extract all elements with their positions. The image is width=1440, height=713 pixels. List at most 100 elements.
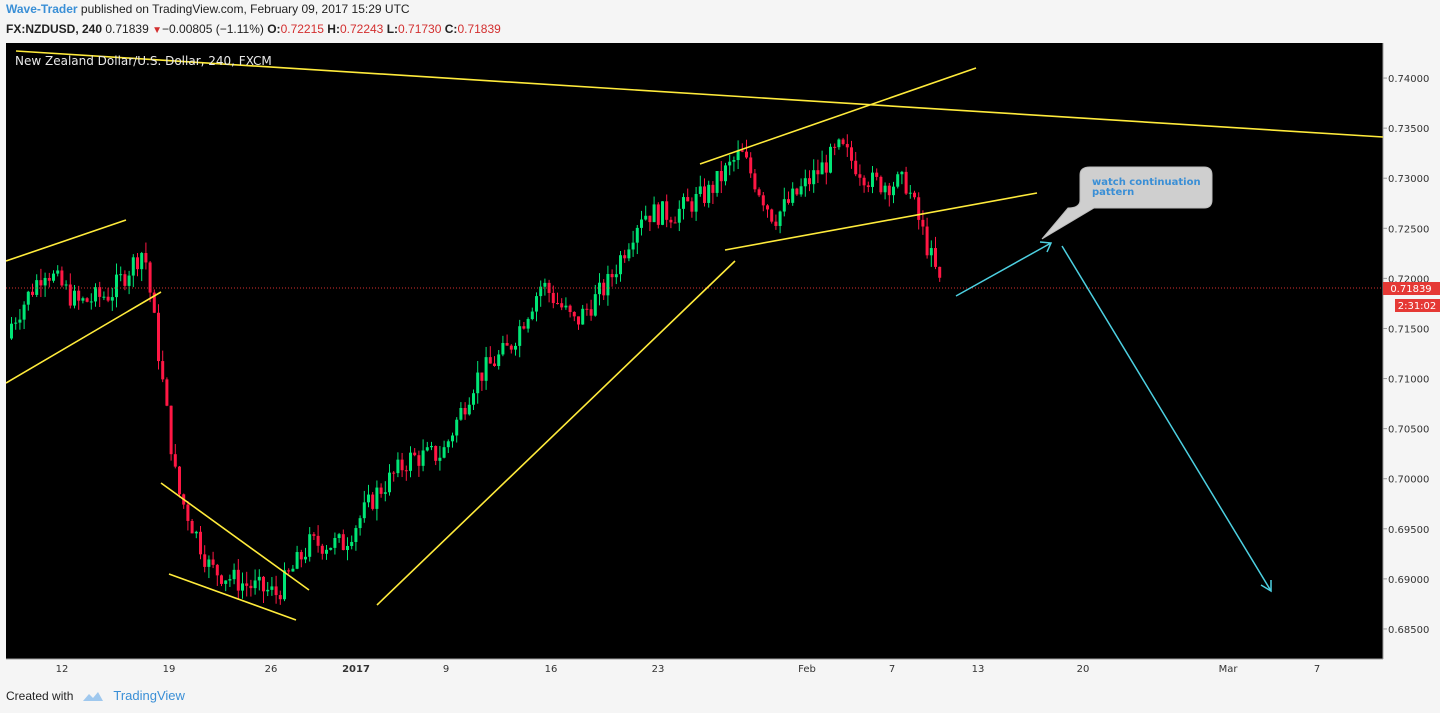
- candle-body: [438, 457, 442, 461]
- candle-body: [270, 586, 274, 590]
- candle-body: [875, 172, 879, 177]
- candle-body: [497, 354, 501, 366]
- last-price-badge-bg: [1383, 282, 1440, 295]
- candle-body: [320, 545, 324, 554]
- candle-body: [257, 576, 261, 581]
- candle-body: [287, 570, 291, 572]
- candle-body: [526, 319, 530, 329]
- candle-body: [73, 290, 76, 306]
- candle-body: [820, 162, 824, 175]
- time-tick-label: 20: [1077, 664, 1090, 675]
- candle-body: [291, 568, 295, 572]
- price-chart[interactable]: watch continuation pattern New Zealand D…: [5, 43, 1440, 675]
- candle-body: [543, 282, 547, 287]
- candle-body: [463, 407, 467, 415]
- candle-body: [161, 361, 165, 380]
- candle-body: [169, 405, 173, 455]
- candle-body: [224, 580, 228, 584]
- candle-body: [686, 197, 690, 202]
- candle-body: [367, 494, 370, 503]
- candle-body: [770, 209, 774, 222]
- channel-top-left-line[interactable]: [5, 219, 127, 262]
- flag-bottom-line[interactable]: [724, 192, 1038, 251]
- candle-body: [640, 219, 643, 228]
- candle-body: [929, 248, 933, 256]
- candle-body: [610, 273, 614, 278]
- price-tick-label: 0.71000: [1388, 375, 1429, 386]
- candle-body: [22, 304, 26, 320]
- candle-body: [362, 502, 366, 519]
- candle-body: [77, 290, 81, 301]
- price-tick-label: 0.74000: [1388, 74, 1429, 85]
- time-axis-labels: 12 19 26 2017 9 16 23 Feb 7 13 20 Mar 7: [56, 664, 1321, 675]
- up-arrowhead-icon: [1039, 241, 1053, 253]
- candle-body: [854, 160, 858, 175]
- candle-body: [64, 284, 68, 286]
- down-projection-line[interactable]: [1061, 245, 1272, 592]
- candle-body: [871, 172, 874, 187]
- time-tick-label: 2017: [342, 664, 370, 675]
- symbol-label: FX:NZDUSD, 240: [6, 22, 103, 36]
- price-tick-label: 0.70500: [1388, 425, 1429, 436]
- candle-body: [833, 146, 837, 148]
- channel-bottom-left-line[interactable]: [5, 291, 162, 384]
- uptrend-line[interactable]: [376, 260, 736, 606]
- author-link[interactable]: Wave-Trader: [6, 2, 78, 16]
- tradingview-link[interactable]: TradingView: [113, 688, 185, 703]
- candle-body: [262, 576, 265, 592]
- candle-body: [682, 197, 685, 209]
- price-tick-label: 0.71500: [1388, 324, 1429, 335]
- trendlines: [5, 50, 1384, 621]
- candle-body: [413, 452, 417, 456]
- created-with-label: Created with: [6, 688, 74, 703]
- candle-body: [136, 257, 139, 270]
- candle-body: [648, 215, 652, 223]
- candle-body: [614, 274, 618, 278]
- candle-body: [837, 139, 841, 148]
- candle-body: [518, 326, 522, 346]
- candle-body: [236, 569, 240, 591]
- up-projection-line[interactable]: [955, 242, 1052, 297]
- close-label: C:: [444, 22, 458, 36]
- candle-body: [551, 292, 555, 304]
- candle-body: [572, 311, 576, 317]
- candle-body: [925, 226, 929, 256]
- candle-body: [119, 274, 123, 276]
- flag-top-line[interactable]: [699, 67, 977, 165]
- candle-body: [94, 287, 97, 302]
- candle-body: [719, 171, 723, 182]
- callout-bubble: [1041, 166, 1213, 240]
- candle-body: [803, 178, 807, 187]
- candle-body: [707, 184, 711, 203]
- candle-body: [241, 583, 244, 591]
- change-value: −0.00805 (−1.11%): [162, 22, 264, 36]
- time-tick-label: 13: [972, 664, 985, 675]
- time-tick-label: 7: [1314, 664, 1320, 675]
- candle-body: [350, 541, 354, 546]
- wedge-bottom-line[interactable]: [168, 573, 297, 621]
- candle-body: [417, 455, 421, 466]
- candle-body: [488, 357, 492, 364]
- candle-body: [18, 319, 22, 323]
- time-tick-label: 7: [889, 664, 895, 675]
- candle-body: [652, 204, 656, 223]
- high-label: H:: [327, 22, 340, 36]
- candle-body: [938, 266, 942, 278]
- candle-body: [736, 150, 740, 161]
- candle-body: [740, 150, 744, 152]
- candle-body: [564, 305, 568, 308]
- candle-body: [316, 535, 320, 546]
- candle-body: [392, 472, 396, 474]
- candle-body: [358, 518, 362, 529]
- chart-area[interactable]: watch continuation pattern New Zealand D…: [5, 43, 1440, 675]
- close-value: 0.71839: [457, 22, 501, 36]
- time-tick-label: Mar: [1219, 664, 1239, 675]
- candle-body: [333, 538, 337, 548]
- candle-body: [816, 170, 820, 175]
- candle-body: [278, 595, 282, 600]
- long-term-resistance-line[interactable]: [15, 50, 1384, 138]
- callout[interactable]: watch continuation pattern: [1041, 166, 1213, 240]
- callout-line-2: pattern: [1092, 187, 1134, 198]
- wedge-top-line[interactable]: [160, 482, 310, 591]
- candle-body: [434, 445, 438, 461]
